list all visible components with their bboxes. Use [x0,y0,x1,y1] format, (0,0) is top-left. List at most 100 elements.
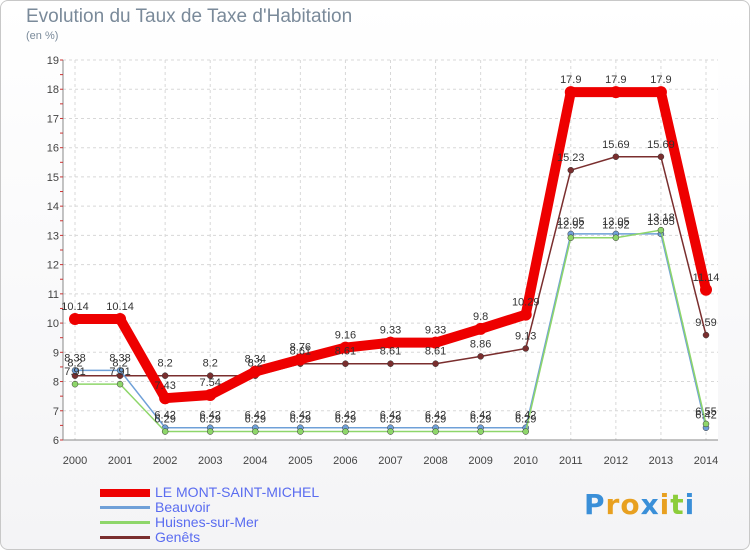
logo-letter: i [684,488,696,521]
y-tick-label: 17 [47,113,59,125]
x-tick-label: 2002 [153,455,177,467]
data-label: 8.61 [380,346,401,358]
data-point [477,353,484,360]
data-label: 9.16 [335,330,356,342]
data-label: 8.38 [109,352,130,364]
data-label: 8.2 [157,358,172,370]
data-point [612,234,620,241]
data-label: 6.29 [425,414,446,426]
x-tick-label: 2001 [108,455,132,467]
y-tick-label: 10 [47,318,59,330]
data-label: 8.61 [290,346,311,358]
data-point [206,372,214,379]
data-point [564,86,577,99]
y-tick-label: 16 [47,143,59,155]
y-tick-label: 18 [47,84,59,96]
data-point [71,367,79,374]
x-tick-label: 2009 [468,455,492,467]
data-label: 6.42 [245,410,266,422]
data-point [387,360,394,367]
x-tick-label: 2010 [513,455,537,467]
data-point [159,392,172,405]
proxiti-logo: Proxiti [584,488,695,521]
data-point [384,336,397,349]
data-point [522,428,529,435]
data-label: 9.13 [515,331,536,343]
data-label: 9.33 [380,325,401,337]
data-point [519,308,532,321]
data-label: 6.42 [515,410,536,422]
data-point [71,380,79,388]
data-point [161,428,169,435]
logo-letter: r [605,488,621,521]
legend-swatch [100,521,150,524]
data-point [69,312,81,325]
data-label: 6.55 [695,406,716,418]
data-point [387,428,394,435]
data-label: 8.61 [335,346,356,358]
data-label: 6.42 [380,410,401,422]
data-label: 10.14 [106,301,134,313]
data-point [567,166,575,174]
x-tick-label: 2007 [378,455,402,467]
data-label: 8.2 [248,358,263,370]
x-tick-label: 2008 [423,455,447,467]
x-tick-label: 2014 [694,455,718,467]
logo-letter: o [620,488,641,521]
data-label: 13.05 [647,216,675,228]
data-point [657,153,665,161]
data-point [297,428,304,435]
data-point [654,86,667,99]
data-label: 17.9 [605,74,626,86]
data-point [702,420,710,428]
data-label: 6.42 [425,410,446,422]
legend-label: Genêts [155,529,201,545]
y-tick-label: 11 [48,289,59,301]
data-label: 6.42 [335,410,356,422]
data-point [477,428,484,435]
data-label: 9.8 [473,311,488,323]
data-label: 8.61 [425,346,446,358]
data-point [432,360,439,367]
y-tick-label: 12 [47,260,59,272]
legend-label: Huisnes-sur-Mer [155,514,259,530]
data-point [522,345,529,352]
plot-area [63,60,718,440]
y-tick-label: 15 [47,172,59,184]
data-label: 7.91 [109,366,130,378]
data-label: 13.05 [602,216,630,228]
data-label: 7.43 [154,380,175,392]
y-tick-label: 7 [53,406,59,418]
data-label: 17.9 [650,74,671,86]
y-tick-label: 6 [53,435,59,447]
data-point [206,428,214,435]
data-label: 8.2 [112,358,127,370]
data-label: 10.14 [61,301,89,313]
data-label: 17.9 [560,74,581,86]
data-label: 15.23 [557,152,585,164]
x-tick-label: 2006 [333,455,357,467]
data-label: 12.92 [557,220,585,232]
y-tick-label: 13 [47,230,59,242]
data-point [702,331,710,339]
legend-label: LE MONT-SAINT-MICHEL [155,484,320,500]
data-point [294,353,307,366]
logo-letter: x [640,488,660,521]
y-tick-label: 14 [47,201,59,213]
data-label: 6.29 [335,414,356,426]
logo-letter: t [670,488,685,521]
data-point [339,341,352,354]
y-tick-label: 19 [47,55,59,67]
x-tick-label: 2004 [243,455,267,467]
legend-swatch [100,506,150,509]
data-label: 6.29 [245,414,266,426]
data-label: 12.92 [602,220,630,232]
data-label: 8.76 [290,341,311,353]
data-label: 13.18 [647,212,675,224]
data-label: 6.29 [515,414,536,426]
data-label: 9.59 [695,317,716,329]
data-label: 9.33 [425,325,446,337]
data-label: 6.29 [154,414,175,426]
data-point [249,365,262,378]
x-tick-label: 2005 [288,455,312,467]
